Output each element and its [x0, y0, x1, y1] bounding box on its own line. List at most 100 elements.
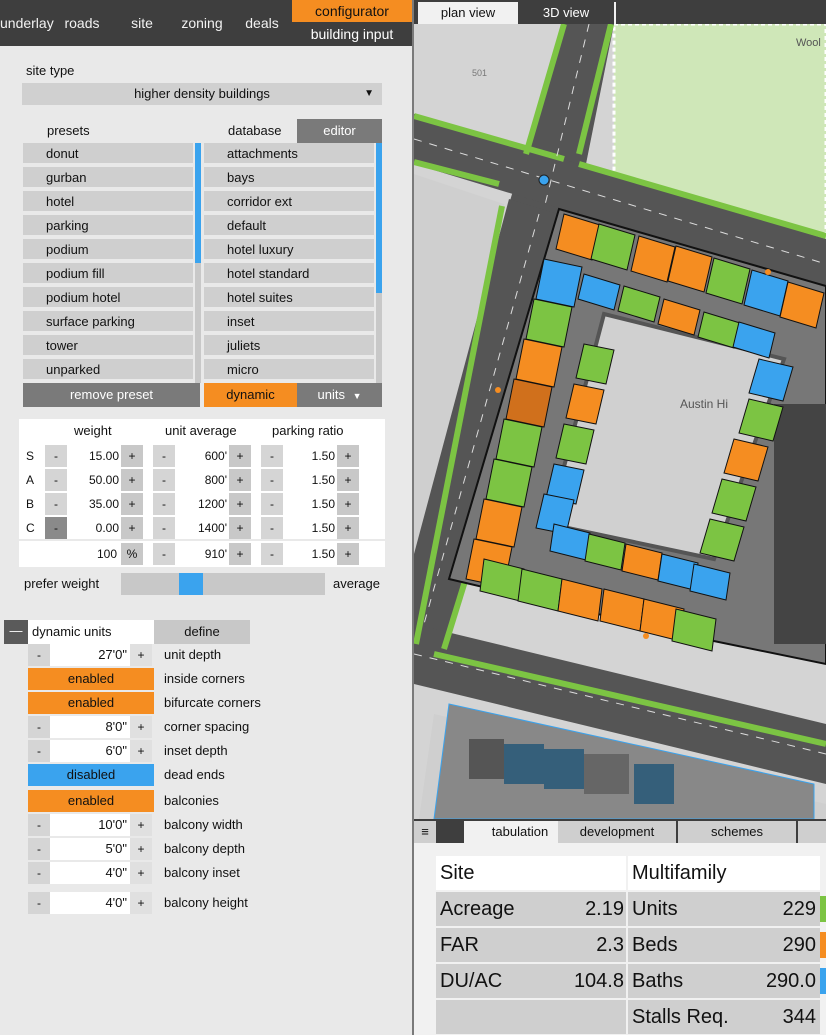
plus-button[interactable]: +	[130, 862, 152, 884]
editor-button[interactable]: editor	[297, 119, 382, 143]
units-dropdown[interactable]: units ▼	[297, 383, 382, 407]
presets-list[interactable]: donut gurban hotel parking podium podium…	[23, 143, 201, 383]
unit-average-value[interactable]: 1400'	[175, 517, 229, 539]
balconies-toggle[interactable]: enabled	[28, 790, 154, 812]
list-item[interactable]: bays	[204, 167, 374, 189]
unit-depth-value[interactable]: 27'0"	[50, 644, 130, 666]
presets-scrollbar[interactable]	[195, 143, 201, 383]
plus-button[interactable]: +	[121, 493, 143, 515]
tab-overflow[interactable]	[798, 821, 826, 843]
plus-button[interactable]: +	[337, 469, 359, 491]
minus-button[interactable]: -	[153, 469, 175, 491]
plus-button[interactable]: +	[130, 644, 152, 666]
minus-button[interactable]: -	[45, 517, 67, 539]
minus-button[interactable]: -	[45, 445, 67, 467]
presets-scroll-thumb[interactable]	[195, 143, 201, 263]
minus-button[interactable]: -	[261, 543, 283, 565]
menu-icon[interactable]: ≡	[414, 821, 436, 843]
plus-button[interactable]: +	[229, 493, 251, 515]
remove-preset-button[interactable]: remove preset	[23, 383, 200, 407]
database-scroll-thumb[interactable]	[376, 143, 382, 293]
minus-button[interactable]: -	[45, 469, 67, 491]
plus-button[interactable]: +	[229, 445, 251, 467]
dynamic-button[interactable]: dynamic	[204, 383, 297, 407]
list-item[interactable]: tower	[23, 335, 193, 357]
minus-button[interactable]: -	[261, 517, 283, 539]
minus-button[interactable]: -	[28, 892, 50, 914]
tab-schemes[interactable]: schemes	[678, 821, 796, 843]
list-item[interactable]: hotel suites	[204, 287, 374, 309]
plus-button[interactable]: +	[130, 814, 152, 836]
minus-button[interactable]: -	[153, 493, 175, 515]
list-item[interactable]: unparked	[23, 359, 193, 381]
plus-button[interactable]: +	[229, 469, 251, 491]
plus-button[interactable]: +	[130, 716, 152, 738]
plus-button[interactable]: +	[130, 892, 152, 914]
plus-button[interactable]: +	[337, 445, 359, 467]
tab-plan-view[interactable]: plan view	[418, 2, 518, 24]
database-scrollbar[interactable]	[376, 143, 382, 383]
plus-button[interactable]: +	[130, 740, 152, 762]
list-item[interactable]: podium hotel	[23, 287, 193, 309]
plus-button[interactable]: +	[229, 517, 251, 539]
tab-underlay[interactable]: underlay	[0, 15, 54, 31]
list-item[interactable]: micro	[204, 359, 374, 381]
site-type-dropdown[interactable]: higher density buildings ▼	[22, 83, 382, 105]
list-item[interactable]: parking	[23, 215, 193, 237]
minus-button[interactable]: -	[28, 716, 50, 738]
list-item[interactable]: donut	[23, 143, 193, 165]
plus-button[interactable]: +	[337, 543, 359, 565]
site-plan-canvas[interactable]: Wool 501 Austin Hi	[414, 24, 826, 819]
list-item[interactable]: default	[204, 215, 374, 237]
inside-corners-toggle[interactable]: enabled	[28, 668, 154, 690]
list-item[interactable]: juliets	[204, 335, 374, 357]
plus-button[interactable]: +	[121, 445, 143, 467]
plus-button[interactable]: +	[337, 493, 359, 515]
slider-thumb[interactable]	[179, 573, 203, 595]
define-button[interactable]: define	[154, 620, 250, 644]
tab-development[interactable]: development	[558, 821, 676, 843]
plus-button[interactable]: +	[130, 838, 152, 860]
parking-ratio-value[interactable]: 1.50	[283, 493, 337, 515]
list-item[interactable]: hotel	[23, 191, 193, 213]
weight-value[interactable]: 50.00	[67, 469, 121, 491]
minus-button[interactable]: -	[153, 445, 175, 467]
list-item[interactable]: surface parking	[23, 311, 193, 333]
unit-average-value[interactable]: 800'	[175, 469, 229, 491]
dead-ends-toggle[interactable]: disabled	[28, 764, 154, 786]
balcony-height-value[interactable]: 4'0"	[50, 892, 130, 914]
balcony-depth-value[interactable]: 5'0"	[50, 838, 130, 860]
list-item[interactable]: podium fill	[23, 263, 193, 285]
list-item[interactable]: attachments	[204, 143, 374, 165]
list-item[interactable]: hotel luxury	[204, 239, 374, 261]
plus-button[interactable]: +	[121, 469, 143, 491]
minus-button[interactable]: -	[28, 838, 50, 860]
tab-configurator[interactable]: configurator	[292, 0, 412, 22]
database-list[interactable]: attachments bays corridor ext default ho…	[204, 143, 382, 383]
minus-button[interactable]: -	[28, 862, 50, 884]
weight-value[interactable]: 15.00	[67, 445, 121, 467]
minus-button[interactable]: -	[153, 517, 175, 539]
tab-roads[interactable]: roads	[64, 15, 100, 31]
tab-building-input[interactable]: building input	[292, 22, 412, 46]
plus-button[interactable]: +	[337, 517, 359, 539]
parking-ratio-value[interactable]: 1.50	[283, 445, 337, 467]
tab-site[interactable]: site	[131, 15, 153, 31]
minus-button[interactable]: -	[261, 493, 283, 515]
minus-button[interactable]: -	[153, 543, 175, 565]
weight-value[interactable]: 35.00	[67, 493, 121, 515]
list-item[interactable]: gurban	[23, 167, 193, 189]
list-item[interactable]: corridor ext	[204, 191, 374, 213]
tab-zoning[interactable]: zoning	[181, 15, 223, 31]
minus-button[interactable]: -	[28, 814, 50, 836]
minus-button[interactable]: -	[28, 644, 50, 666]
plus-button[interactable]: +	[229, 543, 251, 565]
list-item[interactable]: inset	[204, 311, 374, 333]
inset-depth-value[interactable]: 6'0"	[50, 740, 130, 762]
prefer-slider[interactable]	[121, 573, 325, 595]
tab-tabulation[interactable]: tabulation	[464, 821, 576, 843]
parking-ratio-value[interactable]: 1.50	[283, 469, 337, 491]
minus-button[interactable]: -	[261, 469, 283, 491]
plan-view-map[interactable]: Wool 501 Austin Hi	[414, 24, 826, 819]
panel-divider[interactable]	[412, 0, 414, 1035]
